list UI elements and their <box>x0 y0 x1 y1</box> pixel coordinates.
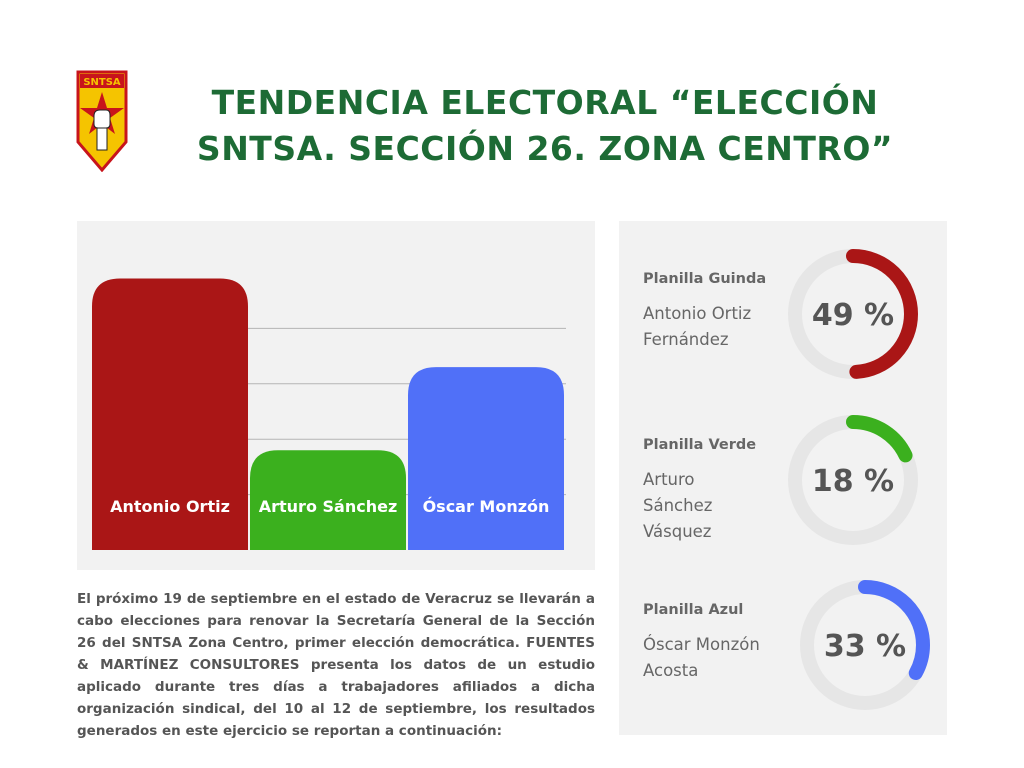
candidate-line: Antonio Ortiz <box>643 304 752 323</box>
bar-chart: Antonio Ortiz Arturo Sánchez Óscar Monzón <box>92 278 566 550</box>
bar <box>92 278 248 550</box>
candidate-name: Antonio Ortiz Fernández <box>643 301 793 353</box>
donut-arc <box>788 415 918 545</box>
result-entry-azul: Planilla Azul Óscar Monzón Acosta <box>643 602 793 684</box>
page-title: TENDENCIA ELECTORAL “ELECCIÓN SNTSA. SEC… <box>150 80 940 172</box>
logo-text: SNTSA <box>83 77 121 88</box>
bar-label: Arturo Sánchez <box>259 497 398 516</box>
candidate-name: Óscar Monzón Acosta <box>643 632 793 684</box>
candidate-line: Vásquez <box>643 522 712 541</box>
donut-percent: 18 % <box>812 464 894 499</box>
candidate-line: Óscar Monzón <box>643 635 760 654</box>
donut-verde: 18 % <box>788 415 918 545</box>
planilla-name: Planilla Verde <box>643 437 757 453</box>
donut-azul: 33 % <box>800 580 930 710</box>
bar-label: Óscar Monzón <box>423 497 550 516</box>
title-line-2: SNTSA. SECCIÓN 26. ZONA CENTRO” <box>196 129 894 168</box>
donut-percent: 49 % <box>812 298 894 333</box>
title-line-1: TENDENCIA ELECTORAL “ELECCIÓN <box>211 83 879 122</box>
candidate-line: Acosta <box>643 661 699 680</box>
results-panel: Planilla Guinda Antonio Ortiz Fernández … <box>619 221 947 735</box>
planilla-name: Planilla Guinda <box>643 271 767 287</box>
candidate-line: Fernández <box>643 330 729 349</box>
bar-label: Antonio Ortiz <box>110 497 230 516</box>
candidate-line: Sánchez <box>643 496 713 515</box>
bar <box>408 367 564 550</box>
sntsa-logo: SNTSA <box>76 70 128 172</box>
result-entry-verde: Planilla Verde Arturo Sánchez Vásquez <box>643 437 793 545</box>
candidate-name: Arturo Sánchez Vásquez <box>643 467 793 545</box>
candidate-line: Arturo <box>643 470 695 489</box>
donut-percent: 33 % <box>824 629 906 664</box>
description-text: El próximo 19 de septiembre en el estado… <box>77 591 595 739</box>
result-entry-guinda: Planilla Guinda Antonio Ortiz Fernández <box>643 271 793 353</box>
bar <box>250 450 406 550</box>
bar-chart-panel: Antonio Ortiz Arturo Sánchez Óscar Monzón <box>77 221 595 570</box>
donut-guinda: 49 % <box>788 249 918 379</box>
donut-arc <box>788 249 918 379</box>
planilla-name: Planilla Azul <box>643 602 744 618</box>
donut-arc <box>800 580 930 710</box>
